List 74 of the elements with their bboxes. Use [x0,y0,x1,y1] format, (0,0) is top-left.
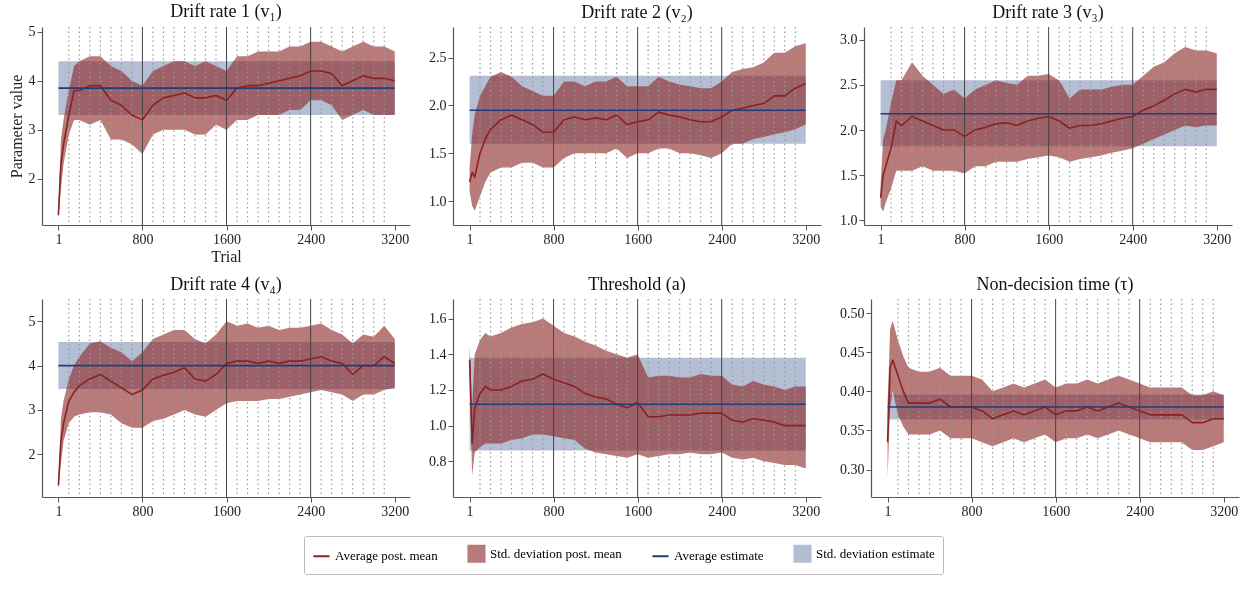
y-tick-label: 0.50 [840,305,865,321]
x-tick-label: 800 [961,503,983,519]
x-tick-label: 1 [877,231,885,247]
y-tick-label: 5 [28,313,36,329]
y-tick-label: 3 [28,402,36,418]
y-tick-label: 2.0 [840,122,858,138]
chart-title: Drift rate 1 (v₁) [170,0,282,22]
x-tick-label: 2400 [297,503,326,519]
chart-title: Drift rate 2 (v₂) [581,2,693,24]
y-tick-label: 1.0 [429,193,447,209]
x-tick-label: 3200 [1210,503,1239,519]
y-tick-label: 0.8 [429,453,447,469]
y-tick-label: 2.5 [840,77,858,93]
x-tick-label: 3200 [381,503,410,519]
x-tick-label: 1600 [624,503,653,519]
x-tick-label: 1 [466,503,474,519]
y-tick-label: 4 [28,358,36,374]
x-tick-label: 800 [543,503,565,519]
chart-title: Drift rate 4 (v₄) [170,274,282,296]
y-tick-label: 3.0 [840,32,858,48]
x-tick-label: 3200 [381,231,410,247]
x-tick-label: 1 [884,503,892,519]
y-tick-label: 0.30 [840,462,865,478]
line-series [879,88,1218,199]
line-series [57,70,396,217]
x-tick-label: 800 [543,231,565,247]
x-tick-label: 1600 [1035,231,1064,247]
x-tick-label: 1 [55,231,63,247]
y-tick-label: 0.45 [840,344,865,360]
chart-title: Threshold (a) [588,274,686,296]
text: Std. deviation post. mean [490,545,623,561]
x-tick-label: 1 [466,231,474,247]
x-tick-label: 2400 [708,503,737,519]
legend-label: Average estimate [674,548,764,564]
x-tick-label: 3200 [792,503,821,519]
text: Std. deviation estimate [816,545,936,561]
chart-title: Non-decision time (τ) [976,274,1134,296]
chart-title: Drift rate 3 (v₃) [992,2,1104,24]
x-tick-label: 800 [954,231,976,247]
y-axis-title: Parameter value [7,74,25,179]
x-tick-label: 2400 [297,231,326,247]
y-tick-label: 1.5 [840,167,858,183]
y-tick-label: 5 [28,24,36,40]
y-tick-label: 1.0 [840,212,858,228]
x-tick-label: 1600 [213,231,242,247]
x-tick-label: 2400 [1119,231,1148,247]
y-tick-label: 4 [28,73,36,89]
line-series [468,82,807,183]
y-tick-label: 1.2 [429,382,447,398]
x-tick-label: 800 [132,231,154,247]
y-tick-label: 0.35 [840,422,865,438]
line-series [57,355,396,487]
x-tick-label: 1600 [624,231,653,247]
y-tick-label: 1.4 [429,346,447,362]
y-tick-label: 2.0 [429,97,447,113]
x-axis-title: Trial [211,247,243,265]
x-tick-label: 3200 [792,231,821,247]
y-tick-label: 2 [28,171,36,187]
y-tick-label: 1.0 [429,418,447,434]
y-tick-label: 2 [28,446,36,462]
x-tick-label: 2400 [1126,503,1155,519]
x-tick-label: 1600 [213,503,242,519]
x-tick-label: 2400 [708,231,737,247]
x-tick-label: 1 [55,503,63,519]
y-tick-label: 0.40 [840,383,865,399]
y-tick-label: 1.5 [429,145,447,161]
x-tick-label: 1600 [1042,503,1071,519]
line-series [886,359,1225,444]
y-tick-label: 2.5 [429,50,447,66]
legend-label: Average post. mean [335,548,439,564]
x-tick-label: 800 [132,503,154,519]
y-tick-label: 3 [28,122,36,138]
x-tick-label: 3200 [1203,231,1232,247]
y-tick-label: 1.6 [429,311,447,327]
